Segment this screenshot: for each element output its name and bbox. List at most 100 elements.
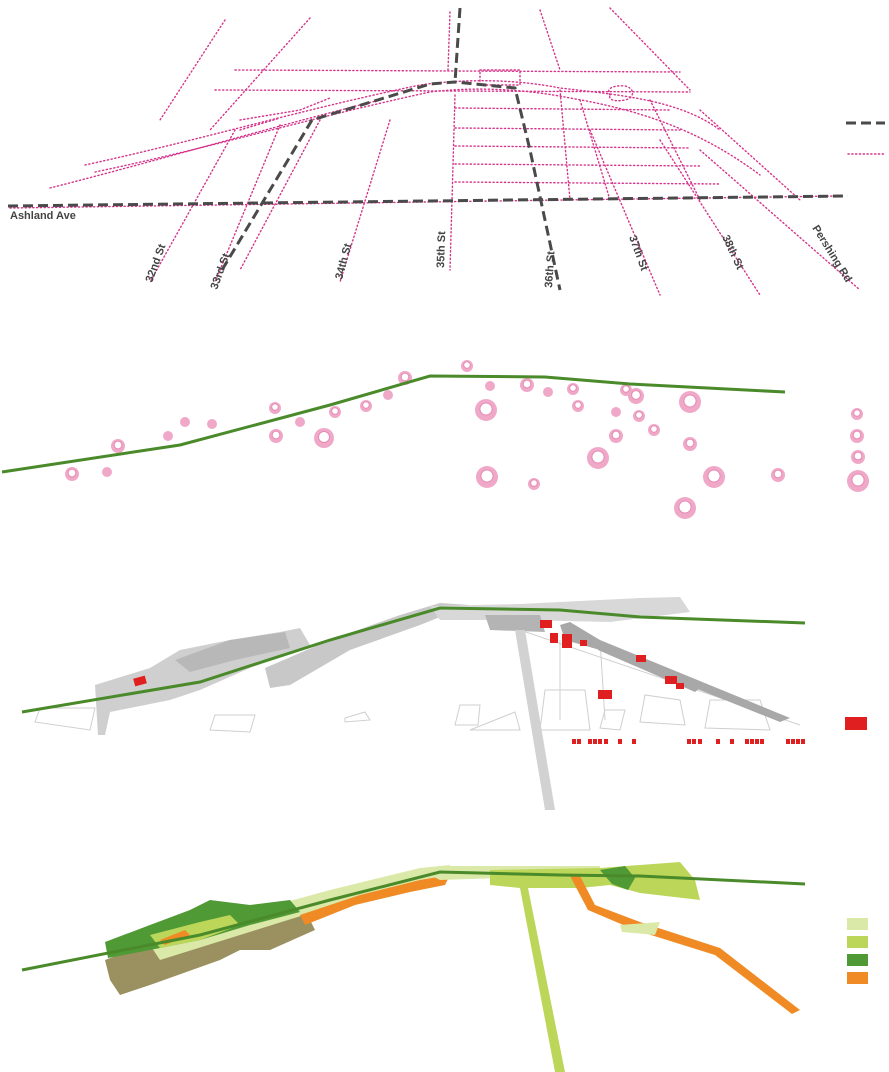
landuse-legend [847, 918, 868, 984]
green-elevated-line-panel2 [1, 374, 786, 474]
red-parcel [791, 739, 795, 744]
tree-marker-core [67, 468, 77, 478]
red-parcel [716, 739, 720, 744]
red-building [540, 620, 552, 628]
street-label-32nd: 32nd St [144, 242, 169, 284]
gray-track-diag2 [598, 645, 700, 692]
street-diagonal-n [539, 9, 561, 71]
gray-mass-west-dark [175, 632, 290, 672]
street-34th [239, 119, 321, 271]
street-label-38th: 38th St [719, 233, 746, 272]
street-grid-h5 [454, 181, 721, 185]
red-parcel [755, 739, 759, 744]
gray-track-diag [560, 622, 790, 722]
rail-diagonal [220, 80, 562, 291]
red-building [133, 675, 147, 687]
street-grid-h2 [454, 127, 681, 131]
street-35th [449, 94, 456, 271]
red-building [676, 683, 684, 689]
red-parcel [796, 739, 800, 744]
tree-marker-core [318, 431, 330, 443]
street-ramp-2 [94, 88, 761, 176]
tree-marker-core [331, 407, 339, 415]
landuse-light-east [490, 862, 700, 900]
tree-marker-core [591, 450, 605, 464]
tree-marker-core [611, 430, 621, 440]
red-parcel [801, 739, 805, 744]
buildings-panel [21, 597, 867, 810]
tree-marker-core [480, 469, 494, 483]
tree-marker-core [853, 409, 861, 417]
red-building [550, 633, 558, 643]
tree-marker-core [522, 379, 532, 389]
street-grid-h3 [454, 145, 691, 149]
street-label-35th: 35th St [435, 231, 448, 268]
red-parcel [598, 739, 602, 744]
street-grid-h4 [454, 163, 701, 167]
landuse-dark-east [600, 866, 635, 890]
tree-markers-panel [1, 360, 869, 519]
red-parcel [745, 739, 749, 744]
red-parcel [593, 739, 597, 744]
tree-marker-core [851, 473, 865, 487]
tree-marker [383, 390, 393, 400]
landuse-orange-track [570, 876, 800, 1014]
gray-mass-mid [485, 615, 545, 632]
street-diagonal-ne [609, 7, 691, 91]
street-pershing [699, 149, 861, 291]
outline-block-west [34, 707, 96, 731]
outline-block-d [469, 711, 521, 731]
street-label-36th: 36th St [543, 250, 558, 288]
red-parcel [786, 739, 790, 744]
red-buildings [133, 620, 867, 730]
tree-marker-core [773, 469, 783, 479]
tree-marker-core [113, 440, 123, 450]
legend-red-swatch [845, 717, 867, 730]
street-34th-b [339, 119, 391, 283]
red-parcel [750, 739, 754, 744]
red-parcel [760, 739, 764, 744]
street-upper-east-west-2 [214, 89, 691, 93]
tree-marker-core [530, 479, 538, 487]
tree-marker-core [678, 500, 692, 514]
legend-orange-swatch [847, 972, 868, 984]
tree-marker-core [707, 469, 721, 483]
rail-ashland [7, 194, 849, 208]
tree-marker-core [650, 425, 658, 433]
landuse-panel [21, 862, 868, 1072]
red-parcel [588, 739, 592, 744]
tree-marker [163, 431, 173, 441]
tree-marker-core [362, 401, 370, 409]
legend-light-green-swatch [847, 936, 868, 948]
street-ramp-4 [239, 97, 331, 131]
street-grid-east [699, 109, 801, 201]
street-37th [589, 129, 661, 296]
street-33rd [214, 124, 281, 283]
tree-marker [295, 417, 305, 427]
street-network-panel: Ashland Ave 32nd St 33rd St 34th St 35th… [7, 7, 886, 296]
red-parcel [692, 739, 696, 744]
street-upper-east-west-1 [234, 69, 681, 73]
green-elevated-line-panel3 [21, 606, 806, 714]
tree-marker-core [853, 451, 863, 461]
street-labels: 32nd St 33rd St 34th St 35th St 36th St … [144, 223, 854, 291]
outline-block-c [454, 704, 481, 726]
tree-marker-core [635, 411, 643, 419]
tree-marker-core [622, 385, 630, 393]
red-parcel [604, 739, 608, 744]
tree-marker-core [569, 384, 577, 392]
building-outlines [34, 629, 801, 733]
red-parcel [687, 739, 691, 744]
red-parcel-row [572, 739, 805, 744]
landuse-orange-ramp [300, 875, 450, 925]
street-diagonal-nw [209, 17, 311, 131]
red-parcel [730, 739, 734, 744]
outline-block-e [539, 689, 591, 731]
red-building [562, 634, 572, 648]
outline-block-b [344, 711, 371, 723]
tree-marker-core [400, 372, 410, 382]
tree-marker-core [463, 361, 471, 369]
landuse-light-strip [520, 888, 565, 1072]
red-parcel [572, 739, 576, 744]
tree-marker [207, 419, 217, 429]
